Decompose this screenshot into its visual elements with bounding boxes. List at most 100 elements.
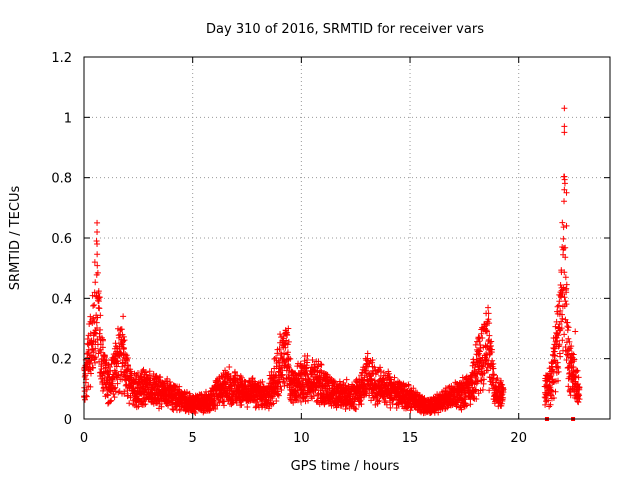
data-point bbox=[490, 365, 497, 372]
data-point bbox=[555, 368, 562, 375]
data-point bbox=[142, 401, 149, 408]
data-point bbox=[576, 396, 583, 403]
data-point bbox=[92, 345, 99, 352]
data-point bbox=[556, 341, 563, 348]
data-point bbox=[108, 397, 115, 404]
data-point bbox=[488, 338, 495, 345]
data-point bbox=[279, 371, 286, 378]
data-point bbox=[382, 397, 389, 404]
data-point bbox=[95, 350, 102, 357]
data-point bbox=[92, 359, 99, 366]
data-point bbox=[562, 274, 569, 281]
data-point bbox=[542, 401, 549, 408]
data-point bbox=[120, 345, 127, 352]
data-point bbox=[90, 349, 97, 356]
data-point bbox=[479, 386, 486, 393]
data-point bbox=[99, 344, 106, 351]
data-point bbox=[564, 327, 571, 334]
y-tick-label: 1 bbox=[64, 111, 72, 126]
data-point bbox=[273, 397, 280, 404]
data-point bbox=[251, 397, 258, 404]
data-point bbox=[575, 380, 582, 387]
data-point bbox=[559, 337, 566, 344]
data-point bbox=[561, 331, 568, 338]
data-point bbox=[91, 289, 98, 296]
data-point bbox=[98, 361, 105, 368]
data-point bbox=[480, 376, 487, 383]
data-point bbox=[93, 319, 100, 326]
data-point bbox=[478, 330, 485, 337]
data-point bbox=[90, 302, 97, 309]
data-point bbox=[277, 383, 284, 390]
data-point bbox=[475, 351, 482, 358]
data-point bbox=[95, 288, 102, 295]
data-point bbox=[83, 393, 90, 400]
axis-ticks: 0 5 10 15 20 0 0.2 0.4 0.6 0.8 1 1.2 bbox=[51, 51, 610, 446]
data-point bbox=[380, 369, 387, 376]
data-point bbox=[473, 374, 480, 381]
data-point bbox=[476, 348, 483, 355]
data-point bbox=[474, 371, 481, 378]
data-point-spike bbox=[561, 186, 568, 193]
data-point bbox=[94, 251, 101, 258]
data-point bbox=[238, 401, 245, 408]
data-point bbox=[565, 383, 572, 390]
data-point bbox=[97, 341, 104, 348]
data-point-spike bbox=[94, 228, 101, 235]
data-point bbox=[364, 355, 371, 362]
x-tick-label: 0 bbox=[80, 431, 88, 446]
y-tick-label: 0.6 bbox=[51, 232, 72, 247]
data-point bbox=[565, 324, 572, 331]
x-tick-label: 10 bbox=[293, 431, 310, 446]
data-point bbox=[385, 370, 392, 377]
data-point bbox=[94, 269, 101, 276]
data-point bbox=[561, 269, 568, 276]
data-point bbox=[275, 373, 282, 380]
data-point bbox=[562, 244, 569, 251]
data-point bbox=[467, 401, 474, 408]
data-point bbox=[459, 374, 466, 381]
data-point bbox=[471, 364, 478, 371]
data-point bbox=[296, 393, 303, 400]
data-point bbox=[118, 368, 125, 375]
data-point bbox=[559, 315, 566, 322]
data-point bbox=[124, 355, 131, 362]
data-point bbox=[283, 337, 290, 344]
data-point bbox=[305, 397, 312, 404]
data-point bbox=[127, 394, 134, 401]
data-point bbox=[111, 353, 118, 360]
data-point bbox=[477, 341, 484, 348]
data-point bbox=[366, 392, 373, 399]
data-point bbox=[318, 361, 325, 368]
data-point bbox=[560, 224, 567, 231]
data-point bbox=[259, 378, 266, 385]
data-point bbox=[374, 398, 381, 405]
data-point bbox=[84, 335, 91, 342]
data-point bbox=[485, 316, 492, 323]
data-point-spike bbox=[561, 123, 568, 130]
data-point bbox=[566, 338, 573, 345]
data-point bbox=[568, 343, 575, 350]
data-point bbox=[158, 403, 165, 410]
data-point-spike bbox=[91, 259, 98, 266]
data-point bbox=[410, 385, 417, 392]
data-point bbox=[352, 406, 359, 413]
data-point bbox=[550, 394, 557, 401]
data-point bbox=[458, 406, 465, 413]
data-point bbox=[558, 318, 565, 325]
data-point bbox=[559, 219, 566, 226]
data-point bbox=[135, 403, 142, 410]
data-point bbox=[298, 398, 305, 405]
data-point bbox=[244, 403, 251, 410]
data-point bbox=[389, 401, 396, 408]
data-point bbox=[105, 392, 112, 399]
data-point bbox=[238, 374, 245, 381]
data-point bbox=[111, 385, 118, 392]
data-point bbox=[268, 368, 275, 375]
data-point bbox=[87, 383, 94, 390]
data-point-spike bbox=[285, 325, 292, 332]
data-point bbox=[112, 340, 119, 347]
data-point bbox=[552, 345, 559, 352]
data-point bbox=[562, 254, 569, 261]
data-point bbox=[489, 357, 496, 364]
